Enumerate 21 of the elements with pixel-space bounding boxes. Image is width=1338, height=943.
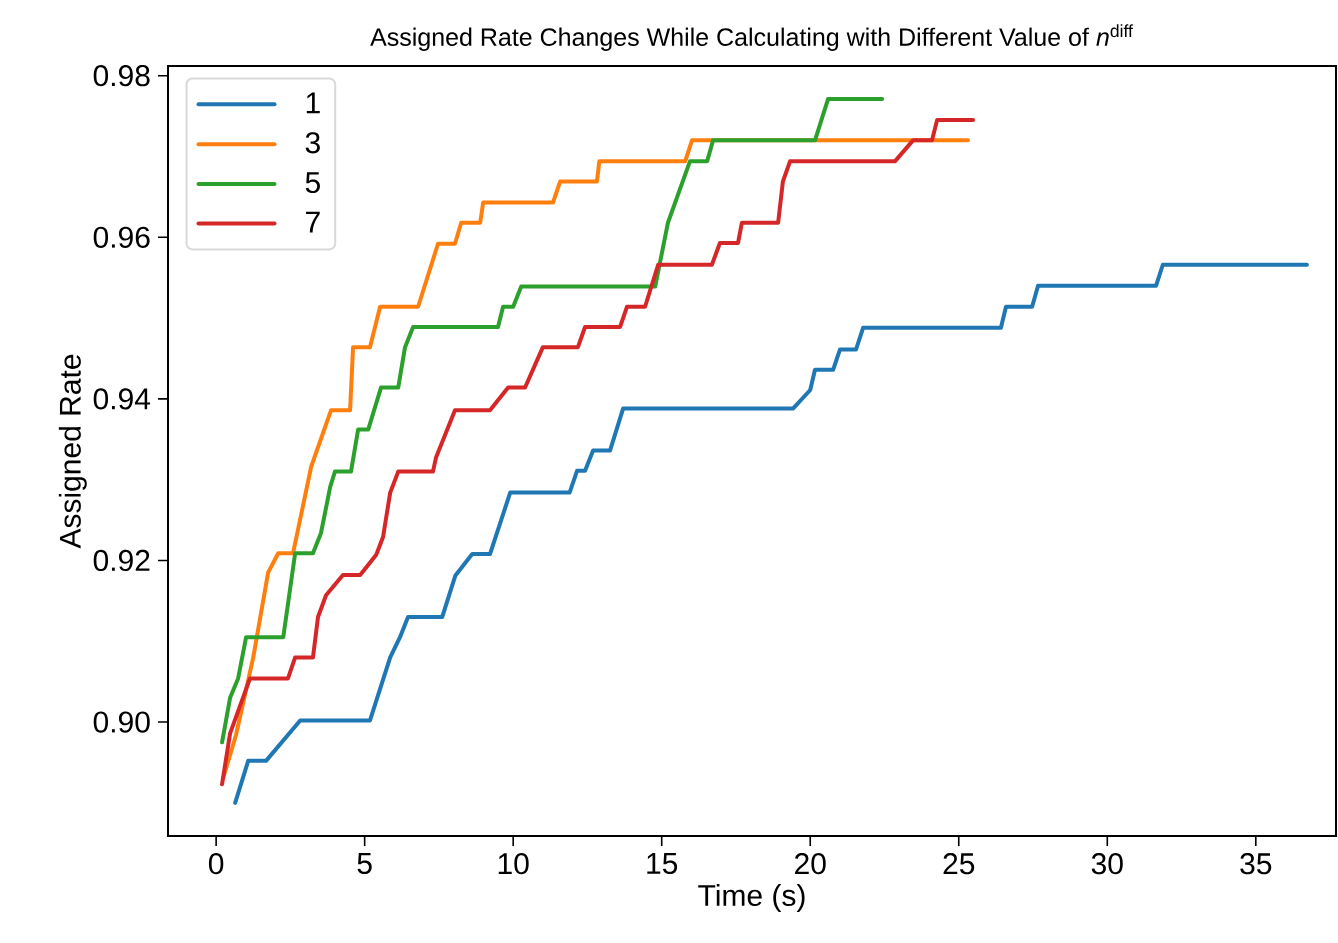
y-tick-label: 0.96 [93, 226, 150, 248]
x-tick-label: 30 [1091, 853, 1123, 875]
line-series [233, 262, 1309, 805]
x-tick-label: 5 [357, 853, 372, 874]
y-axis-title: Assigned Rate [58, 354, 87, 549]
x-tick-label: 20 [795, 853, 826, 875]
legend-label: 1 [306, 92, 320, 114]
x-tick-label: 10 [498, 853, 529, 875]
x-axis-title: Time (s) [698, 884, 805, 912]
x-tick-label: 0 [208, 853, 224, 875]
legend-label: 5 [305, 172, 320, 194]
x-tick-label: 15 [647, 853, 678, 874]
legend-label: 7 [306, 211, 320, 233]
x-tick-label: 35 [1240, 853, 1272, 875]
x-tick-label: 25 [943, 853, 975, 875]
y-tick-label: 0.90 [93, 711, 150, 733]
y-tick-label: 0.98 [93, 65, 150, 87]
y-tick-label: 0.94 [93, 388, 151, 410]
y-tick-label: 0.92 [93, 549, 150, 572]
legend-label: 3 [305, 132, 320, 154]
chart-title: Assigned Rate Changes While Calculating with Different Value of n$^{diff}$ [370, 24, 1133, 51]
